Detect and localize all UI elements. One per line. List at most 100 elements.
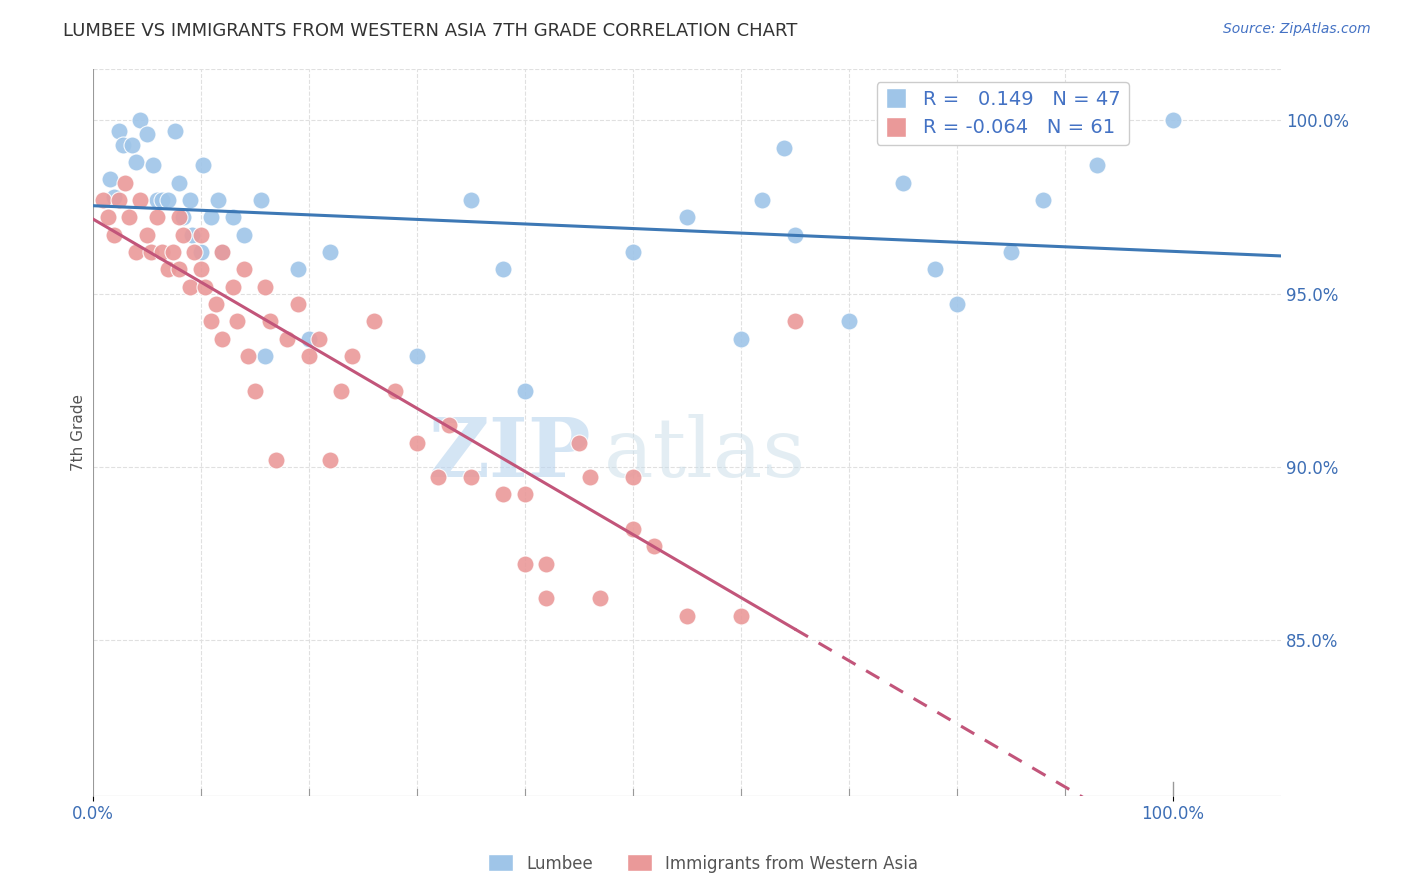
Point [643, 540, 665, 554]
Point [536, 557, 558, 571]
Point [157, 193, 180, 207]
Point [107, 124, 129, 138]
Point [146, 211, 169, 225]
Text: atlas: atlas [603, 414, 806, 494]
Point [578, 470, 600, 484]
Point [157, 262, 180, 277]
Point [1161, 113, 1184, 128]
Point [1000, 245, 1022, 260]
Point [568, 435, 591, 450]
Point [427, 470, 450, 484]
Point [125, 155, 148, 169]
Point [1085, 159, 1108, 173]
Point [204, 297, 226, 311]
Point [179, 279, 201, 293]
Point [751, 193, 773, 207]
Point [211, 245, 233, 260]
Point [298, 349, 321, 363]
Point [222, 211, 245, 225]
Point [536, 591, 558, 606]
Point [142, 159, 165, 173]
Text: Source: ZipAtlas.com: Source: ZipAtlas.com [1223, 22, 1371, 37]
Point [98, 172, 121, 186]
Point [103, 189, 125, 203]
Point [783, 227, 806, 242]
Point [621, 522, 644, 536]
Point [191, 159, 214, 173]
Point [125, 245, 148, 260]
Point [211, 245, 233, 260]
Point [783, 314, 806, 328]
Point [492, 487, 515, 501]
Y-axis label: 7th Grade: 7th Grade [72, 393, 86, 471]
Point [93, 193, 115, 207]
Point [163, 124, 186, 138]
Point [172, 227, 194, 242]
Point [97, 211, 120, 225]
Point [243, 384, 266, 398]
Point [211, 332, 233, 346]
Point [200, 211, 222, 225]
Point [135, 227, 157, 242]
Point [254, 279, 277, 293]
Point [232, 227, 254, 242]
Point [118, 211, 141, 225]
Point [1032, 193, 1054, 207]
Point [254, 349, 277, 363]
Point [773, 141, 796, 155]
Point [150, 245, 173, 260]
Point [287, 297, 309, 311]
Point [405, 435, 427, 450]
Point [200, 314, 222, 328]
Point [437, 418, 460, 433]
Point [730, 608, 752, 623]
Point [675, 211, 697, 225]
Point [121, 137, 143, 152]
Point [513, 384, 536, 398]
Point [460, 470, 482, 484]
Legend: R =   0.149   N = 47, R = -0.064   N = 61: R = 0.149 N = 47, R = -0.064 N = 61 [876, 82, 1129, 145]
Point [207, 193, 229, 207]
Point [298, 332, 321, 346]
Point [222, 279, 245, 293]
Text: LUMBEE VS IMMIGRANTS FROM WESTERN ASIA 7TH GRADE CORRELATION CHART: LUMBEE VS IMMIGRANTS FROM WESTERN ASIA 7… [63, 22, 797, 40]
Point [308, 332, 330, 346]
Point [167, 262, 190, 277]
Point [319, 453, 342, 467]
Point [319, 245, 342, 260]
Point [513, 487, 536, 501]
Point [103, 227, 125, 242]
Point [405, 349, 427, 363]
Point [111, 137, 134, 152]
Point [226, 314, 249, 328]
Point [384, 384, 406, 398]
Point [129, 113, 152, 128]
Point [129, 193, 152, 207]
Point [232, 262, 254, 277]
Point [139, 245, 162, 260]
Text: ZIP: ZIP [429, 414, 592, 494]
Point [946, 297, 969, 311]
Point [146, 193, 169, 207]
Point [589, 591, 612, 606]
Point [276, 332, 298, 346]
Point [340, 349, 363, 363]
Point [621, 245, 644, 260]
Point [675, 608, 697, 623]
Point [330, 384, 353, 398]
Point [838, 314, 860, 328]
Point [924, 262, 946, 277]
Point [179, 193, 201, 207]
Point [287, 262, 309, 277]
Point [183, 245, 205, 260]
Point [150, 193, 173, 207]
Point [190, 245, 212, 260]
Point [730, 332, 752, 346]
Point [621, 470, 644, 484]
Point [114, 176, 136, 190]
Point [167, 211, 190, 225]
Point [194, 279, 217, 293]
Point [492, 262, 515, 277]
Point [513, 557, 536, 571]
Point [190, 227, 212, 242]
